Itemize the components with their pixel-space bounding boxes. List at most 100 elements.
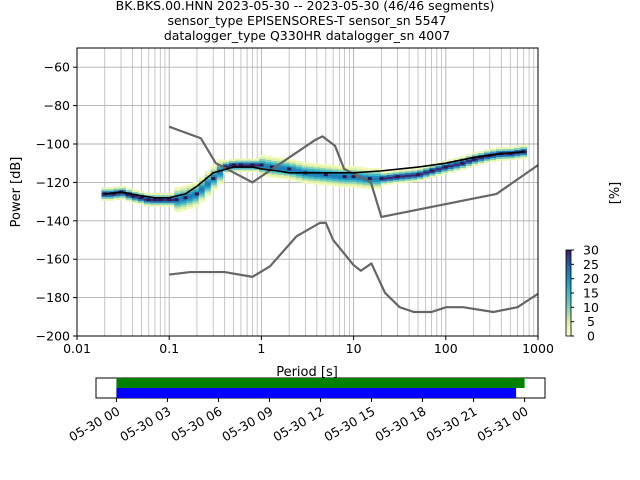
density-cell <box>131 197 139 200</box>
density-cell <box>150 192 157 196</box>
density-cell <box>241 164 248 167</box>
density-cell <box>162 198 169 201</box>
mode-point <box>342 175 347 179</box>
density-cell <box>338 165 345 168</box>
y-tick-label: −80 <box>44 98 70 113</box>
density-cell <box>307 168 315 171</box>
density-cell <box>380 171 388 174</box>
density-cell <box>441 170 449 173</box>
density-cell <box>301 166 309 169</box>
density-cell <box>150 200 157 203</box>
colorbar-swatch <box>566 327 571 330</box>
density-cell <box>429 171 436 174</box>
density-cell <box>320 177 327 180</box>
density-cell <box>186 204 194 208</box>
colorbar-swatch <box>566 325 571 328</box>
density-cell <box>137 200 145 203</box>
density-cell <box>295 170 303 173</box>
density-cell <box>271 170 279 173</box>
density-cell <box>368 173 376 176</box>
density-cell <box>192 197 200 200</box>
density-cell <box>326 177 333 181</box>
density-cell <box>435 167 443 171</box>
y-tick-label: −200 <box>36 329 70 344</box>
density-cell <box>514 145 521 149</box>
density-cell <box>502 146 509 150</box>
density-cell <box>374 177 382 180</box>
density-cell <box>429 175 436 178</box>
density-cell <box>490 148 497 151</box>
density-cell <box>186 193 194 196</box>
mode-point <box>250 163 255 167</box>
colorbar-tick-label: 25 <box>583 257 599 272</box>
density-cell <box>198 192 206 195</box>
density-cell <box>259 156 266 159</box>
density-cell <box>405 178 412 181</box>
density-cell <box>204 186 212 189</box>
density-cell <box>332 165 339 168</box>
density-cell <box>417 171 424 174</box>
colorbar-swatch <box>566 288 571 291</box>
density-cell <box>477 156 485 159</box>
density-cell <box>392 179 400 182</box>
density-cell <box>198 197 206 201</box>
density-cell <box>362 186 370 189</box>
density-cell <box>107 189 115 192</box>
density-cell <box>313 182 321 185</box>
density-cell <box>326 166 333 169</box>
density-cell <box>216 174 224 177</box>
density-cell <box>398 171 406 174</box>
density-cell <box>344 181 351 184</box>
density-cell <box>174 196 181 199</box>
density-cell <box>192 204 200 208</box>
density-cell <box>228 168 236 171</box>
density-cell <box>368 175 376 178</box>
density-cell <box>435 162 443 165</box>
density-cell <box>514 155 521 158</box>
mode-point <box>395 175 400 179</box>
density-cell <box>320 183 327 186</box>
density-cell <box>198 186 206 189</box>
density-cell <box>241 162 248 165</box>
density-cell <box>289 176 297 179</box>
density-cell <box>143 202 151 205</box>
density-cell <box>326 176 333 179</box>
density-cell <box>101 191 109 194</box>
density-cell <box>405 180 412 183</box>
density-cell <box>150 194 157 198</box>
density-cell <box>320 169 327 172</box>
density-cell <box>508 156 515 159</box>
density-cell <box>271 164 279 167</box>
density-cell <box>514 149 521 152</box>
density-cell <box>477 158 485 161</box>
title-line-1: BK.BKS.00.HNN 2023-05-30 -- 2023-05-30 (… <box>116 0 495 13</box>
mode-point <box>211 177 216 181</box>
density-cell <box>289 178 297 181</box>
density-cell <box>265 157 272 161</box>
density-cell <box>514 147 521 150</box>
density-cell <box>483 151 491 154</box>
density-cell <box>374 185 382 188</box>
x-tick-label: 0.01 <box>63 341 91 356</box>
density-cell <box>313 180 321 183</box>
x-tick-label: 0.1 <box>159 341 179 356</box>
density-cell <box>386 176 394 179</box>
density-cell <box>186 201 194 204</box>
y-tick-label: −60 <box>44 60 70 75</box>
density-cell <box>447 168 455 171</box>
density-cell <box>380 183 388 186</box>
density-cell <box>204 174 212 178</box>
density-cell <box>332 182 339 185</box>
density-cell <box>320 165 327 169</box>
timeline-tick-label: 05-30 09 <box>219 403 275 444</box>
density-cell <box>174 200 181 203</box>
colorbar-tick-label: 20 <box>583 271 599 286</box>
y-tick-label: −160 <box>36 252 70 267</box>
density-cell <box>186 191 194 194</box>
density-cell <box>386 172 394 175</box>
density-cell <box>186 185 194 188</box>
density-cell <box>326 170 333 173</box>
colorbar-swatch <box>566 272 571 275</box>
density-cell <box>283 165 291 169</box>
colorbar-swatch <box>566 268 571 271</box>
